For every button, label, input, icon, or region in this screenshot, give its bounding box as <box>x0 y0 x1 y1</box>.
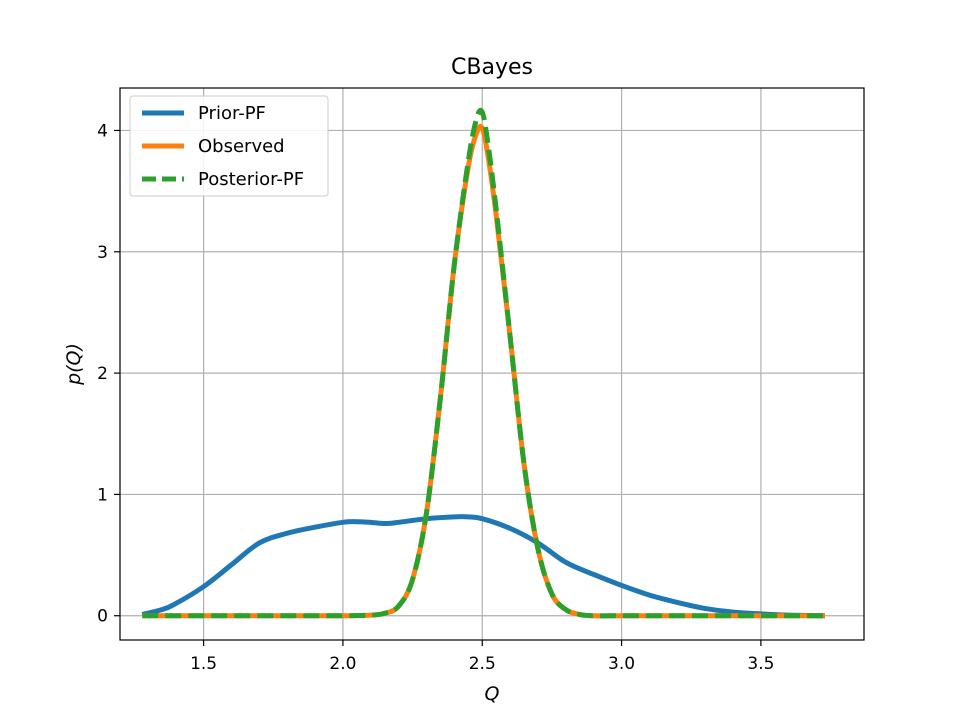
x-tick-label: 3.0 <box>608 654 635 674</box>
y-tick-label: 3 <box>97 243 108 263</box>
y-axis-label: p(Q) <box>63 343 85 386</box>
series-lines <box>141 107 826 619</box>
legend-label-prior: Prior-PF <box>198 103 266 124</box>
legend: Prior-PF Observed Posterior-PF <box>129 95 329 197</box>
x-tick-label: 2.0 <box>329 654 356 674</box>
x-axis-label: Q <box>485 683 500 705</box>
x-tick-label: 3.5 <box>747 654 774 674</box>
x-tick-label: 2.5 <box>469 654 496 674</box>
y-axis-ticks: 0 1 2 3 4 <box>97 121 120 627</box>
y-tick-label: 1 <box>97 485 108 505</box>
x-axis-ticks: 1.5 2.0 2.5 3.0 3.5 <box>190 640 774 674</box>
observed-line <box>142 123 825 619</box>
y-tick-label: 2 <box>97 364 108 384</box>
posterior-pf-line <box>142 107 825 619</box>
y-tick-label: 0 <box>97 607 108 627</box>
chart-title: CBayes <box>451 55 533 80</box>
prior-pf-line <box>141 514 826 619</box>
legend-label-posterior: Posterior-PF <box>198 169 304 190</box>
legend-box <box>129 95 329 197</box>
legend-label-observed: Observed <box>198 136 285 157</box>
x-tick-label: 1.5 <box>190 654 217 674</box>
y-tick-label: 4 <box>97 121 108 141</box>
plot-frame <box>119 87 865 641</box>
